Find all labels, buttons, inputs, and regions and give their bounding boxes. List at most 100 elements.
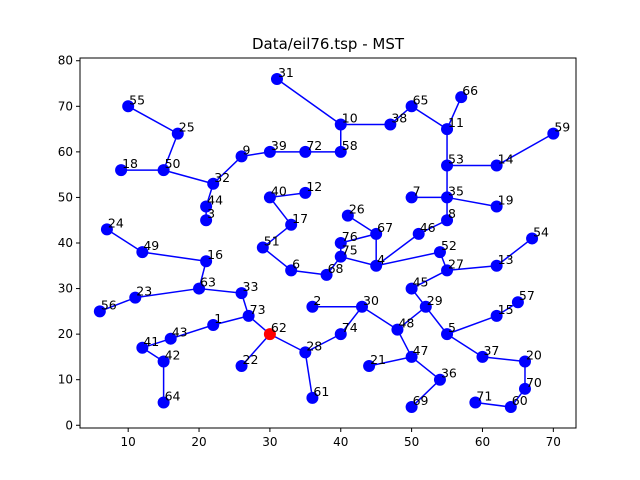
node-label-19: 19	[498, 193, 514, 208]
mst-edge-47-36	[411, 356, 441, 381]
node-point-74	[334, 328, 347, 341]
node-label-32: 32	[214, 170, 230, 185]
y-tick-label-50: 50	[58, 190, 73, 204]
node-label-73: 73	[250, 302, 266, 317]
mst-edge-14-59	[496, 132, 554, 167]
node-point-35	[441, 191, 454, 204]
node-label-51: 51	[264, 234, 280, 249]
node-point-41	[136, 341, 149, 354]
node-label-49: 49	[143, 238, 159, 253]
mst-edge-48-30	[361, 306, 398, 331]
node-label-35: 35	[448, 183, 464, 198]
node-point-61	[306, 391, 319, 404]
node-label-40: 40	[271, 183, 287, 198]
node-label-36: 36	[441, 366, 457, 381]
mst-edge-28-61	[304, 352, 314, 399]
node-label-31: 31	[278, 65, 294, 80]
node-point-53	[441, 159, 454, 172]
node-point-54	[526, 232, 539, 245]
node-point-23	[129, 291, 142, 304]
mst-edge-51-17	[262, 224, 292, 249]
node-label-18: 18	[122, 156, 138, 171]
node-point-7	[405, 191, 418, 204]
mst-edge-35-19	[446, 196, 497, 208]
node-label-65: 65	[413, 92, 429, 107]
mst-edge-55-25	[127, 105, 179, 135]
node-point-67	[370, 227, 383, 240]
x-tick-label-30: 30	[262, 435, 277, 449]
x-axis-ticks: 10 20 30 40 50 60 70	[121, 428, 561, 449]
node-label-75: 75	[342, 243, 358, 258]
node-point-36	[433, 373, 446, 386]
node-label-68: 68	[328, 261, 344, 276]
node-point-32	[207, 177, 220, 190]
node-point-30	[356, 300, 369, 313]
mst-edge-75-4	[340, 255, 377, 267]
node-label-54: 54	[533, 224, 549, 239]
node-point-51	[256, 241, 269, 254]
node-point-56	[93, 305, 106, 318]
node-point-17	[285, 218, 298, 231]
node-label-15: 15	[498, 302, 514, 317]
node-point-76	[334, 237, 347, 249]
node-point-12	[299, 186, 312, 199]
node-point-31	[270, 72, 283, 85]
node-label-30: 30	[363, 293, 379, 308]
mst-edge-25-50	[162, 133, 179, 171]
node-label-38: 38	[391, 111, 407, 126]
mst-edge-49-24	[106, 228, 143, 253]
mst-edge-63-23	[135, 287, 200, 299]
node-point-6	[285, 264, 298, 277]
node-label-21: 21	[370, 352, 386, 367]
node-label-7: 7	[413, 183, 421, 198]
mst-edge-10-31	[276, 78, 342, 126]
mst-edge-27-13	[446, 265, 497, 272]
mst-edge-6-51	[262, 246, 292, 271]
node-label-45: 45	[413, 275, 429, 290]
node-label-8: 8	[448, 206, 456, 221]
node-point-40	[263, 191, 276, 204]
node-point-26	[341, 209, 354, 222]
node-point-11	[441, 123, 454, 136]
y-tick-label-20: 20	[58, 327, 73, 341]
node-label-39: 39	[271, 138, 287, 153]
node-label-70: 70	[526, 375, 542, 390]
node-label-17: 17	[292, 211, 308, 226]
node-point-66	[455, 91, 468, 104]
y-tick-label-30: 30	[58, 282, 73, 296]
mst-edge-74-28	[304, 333, 342, 354]
node-label-43: 43	[172, 325, 188, 340]
node-point-37	[476, 350, 489, 363]
node-label-61: 61	[313, 384, 329, 399]
node-point-57	[511, 296, 524, 309]
node-label-53: 53	[448, 152, 464, 167]
mst-edge-46-4	[375, 233, 420, 267]
mst-nodes	[93, 72, 560, 414]
y-axis-ticks: 0 10 20 30 40 50 60 70 80	[58, 54, 80, 432]
node-point-14	[490, 159, 503, 172]
node-label-26: 26	[349, 202, 365, 217]
node-label-56: 56	[101, 297, 117, 312]
node-point-16	[200, 255, 213, 268]
node-point-69	[405, 401, 418, 414]
y-tick-label-70: 70	[58, 99, 73, 113]
y-tick-label-0: 0	[65, 418, 73, 432]
node-label-67: 67	[377, 220, 393, 235]
node-label-64: 64	[165, 388, 181, 403]
node-label-6: 6	[292, 256, 300, 271]
node-point-73	[242, 309, 255, 322]
node-point-21	[363, 360, 376, 373]
node-point-39	[263, 145, 276, 158]
node-point-2	[306, 300, 319, 313]
node-point-47	[405, 350, 418, 363]
node-point-20	[518, 355, 531, 368]
node-point-27	[441, 264, 454, 277]
node-point-75	[334, 250, 347, 263]
mst-edge-36-69	[411, 379, 441, 408]
y-tick-label-40: 40	[58, 236, 73, 250]
node-label-47: 47	[413, 343, 429, 358]
node-point-24	[100, 223, 113, 236]
node-point-42	[157, 355, 170, 368]
node-label-74: 74	[342, 320, 358, 335]
